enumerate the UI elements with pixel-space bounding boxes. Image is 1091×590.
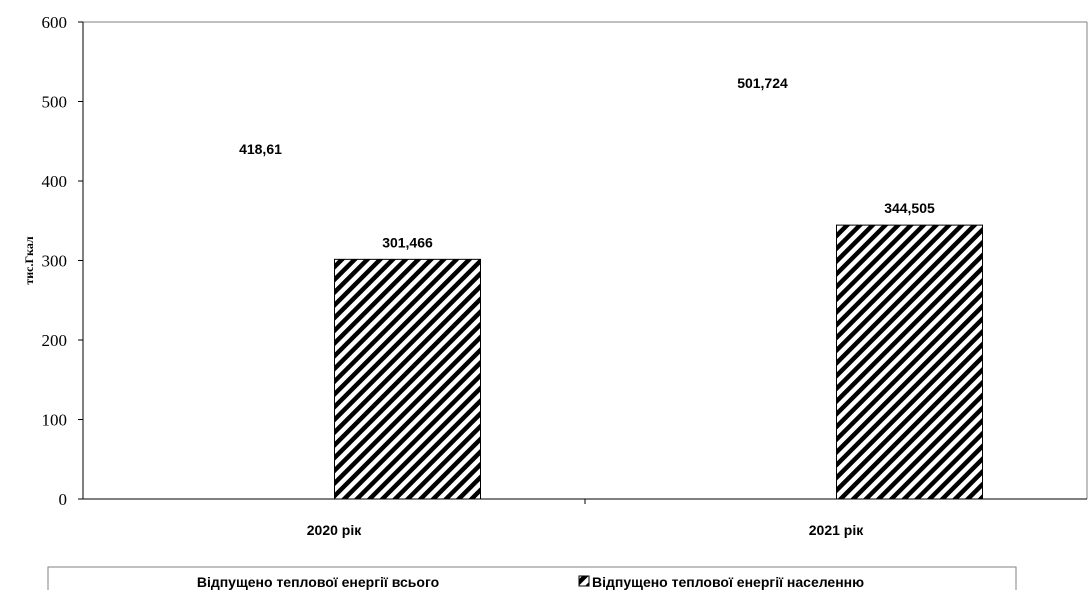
y-tick-label: 600 bbox=[42, 13, 68, 32]
bar-total[interactable] bbox=[188, 166, 334, 499]
legend-box bbox=[47, 566, 1017, 590]
data-label: 344,505 bbox=[884, 200, 935, 216]
legend-swatch-population bbox=[578, 575, 590, 587]
legend-item-total: Відпущено теплової енергії всього bbox=[197, 574, 439, 590]
data-label: 501,724 bbox=[737, 75, 788, 91]
legend-item-population: Відпущено теплової енергії населенню bbox=[592, 574, 864, 590]
y-tick-label: 100 bbox=[42, 411, 68, 430]
y-tick-label: 400 bbox=[42, 172, 68, 191]
x-category-label: 2021 рік bbox=[809, 522, 864, 538]
y-axis-label: тис.Гкал bbox=[22, 236, 36, 285]
x-category-label: 2020 рік bbox=[307, 522, 362, 538]
y-tick-label: 0 bbox=[59, 490, 68, 509]
y-tick-label: 200 bbox=[42, 331, 68, 350]
bar-total[interactable] bbox=[690, 100, 836, 499]
bar-population[interactable] bbox=[334, 258, 481, 500]
bar-population[interactable] bbox=[836, 224, 983, 500]
data-label: 418,61 bbox=[239, 141, 282, 157]
y-tick-label: 300 bbox=[42, 252, 68, 271]
data-label: 301,466 bbox=[382, 234, 433, 250]
y-tick-label: 500 bbox=[42, 93, 68, 112]
